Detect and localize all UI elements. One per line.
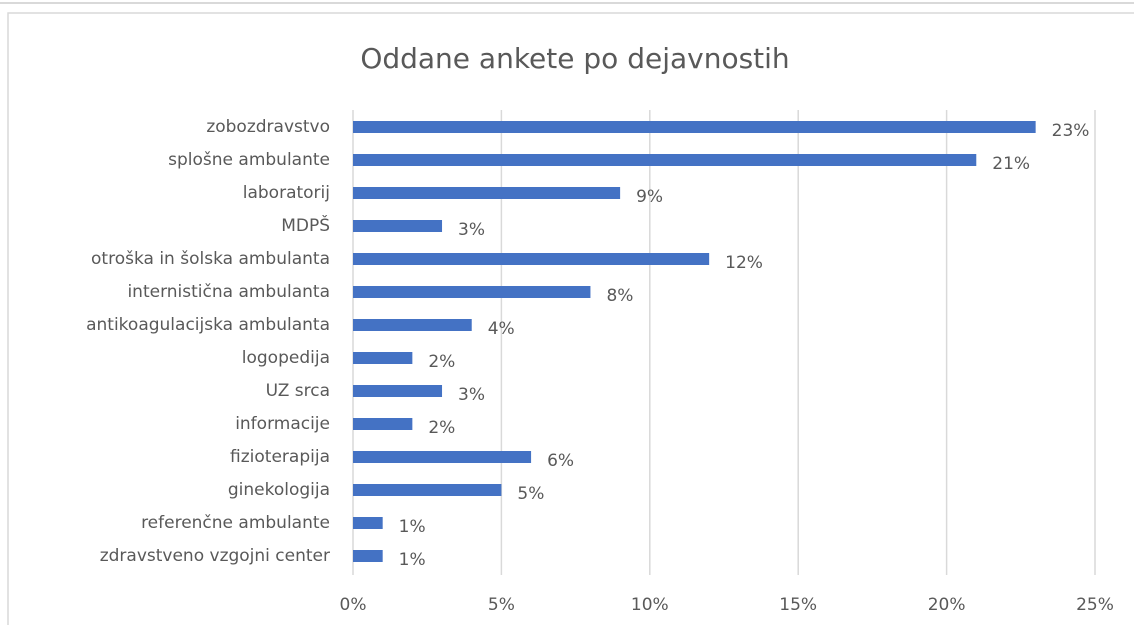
y-tick-label: zdravstveno vzgojni center <box>100 546 330 566</box>
data-label: 23% <box>1052 121 1090 141</box>
data-label: 5% <box>517 484 544 504</box>
bar <box>353 187 621 199</box>
bar <box>353 550 383 562</box>
y-tick-label: otroška in šolska ambulanta <box>91 249 330 269</box>
y-tick-label: fizioterapija <box>230 447 330 467</box>
bar <box>353 319 472 331</box>
bar <box>353 253 710 265</box>
x-tick-label: 15% <box>779 595 817 615</box>
data-label: 2% <box>428 352 455 372</box>
x-tick-label: 20% <box>928 595 966 615</box>
y-tick-label: informacije <box>235 414 330 434</box>
y-tick-label: MDPŠ <box>281 214 330 236</box>
bar <box>353 385 443 397</box>
data-label: 1% <box>399 550 426 570</box>
data-label: 3% <box>458 385 485 405</box>
data-label: 8% <box>606 286 633 306</box>
x-tick-label: 25% <box>1076 595 1114 615</box>
x-tick-label: 0% <box>340 595 367 615</box>
y-tick-label: referenčne ambulante <box>141 513 330 533</box>
data-label: 21% <box>992 154 1030 174</box>
bar <box>353 352 413 364</box>
y-tick-label: zobozdravstvo <box>206 117 330 137</box>
y-tick-label: internistična ambulanta <box>127 282 330 302</box>
bar <box>353 154 977 166</box>
y-tick-label: logopedija <box>242 348 330 368</box>
y-tick-label: UZ srca <box>266 381 330 401</box>
y-tick-label: laboratorij <box>243 183 330 203</box>
data-label: 4% <box>488 319 515 339</box>
y-tick-label: antikoagulacijska ambulanta <box>86 315 330 335</box>
x-tick-label: 5% <box>488 595 515 615</box>
bar <box>353 121 1036 133</box>
bar <box>353 418 413 430</box>
y-tick-label: ginekologija <box>228 480 330 500</box>
data-label: 6% <box>547 451 574 471</box>
y-tick-label: splošne ambulante <box>168 150 330 170</box>
data-label: 12% <box>725 253 763 273</box>
chart-title: Oddane ankete po dejavnostih <box>360 42 789 75</box>
data-label: 2% <box>428 418 455 438</box>
x-tick-label: 10% <box>631 595 669 615</box>
bar <box>353 451 532 463</box>
bar <box>353 517 383 529</box>
chart-frame <box>7 12 1134 625</box>
data-label: 1% <box>399 517 426 537</box>
bar <box>353 484 502 496</box>
bar <box>353 286 591 298</box>
data-label: 3% <box>458 220 485 240</box>
bar <box>353 220 443 232</box>
data-label: 9% <box>636 187 663 207</box>
